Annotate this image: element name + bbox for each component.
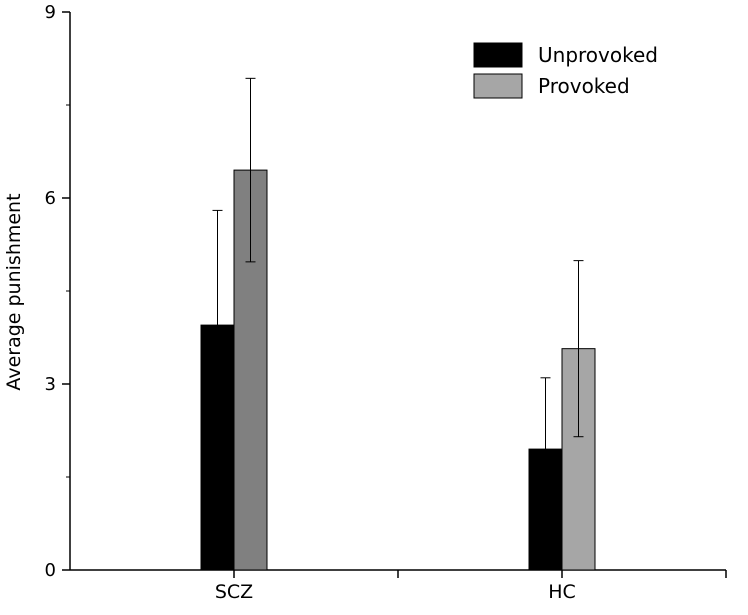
y-tick-label: 9	[45, 2, 56, 23]
legend-label-provoked: Provoked	[538, 74, 630, 98]
x-ticks: SCZ HC	[215, 570, 727, 603]
y-tick-label: 3	[45, 374, 56, 395]
x-tick-label: SCZ	[215, 581, 253, 603]
bar-unprovoked-scz	[200, 324, 235, 571]
legend-swatch-provoked	[473, 73, 523, 99]
legend-label-unprovoked: Unprovoked	[538, 43, 658, 67]
legend-swatch-unprovoked	[473, 42, 523, 68]
y-ticks: 0 3 6 9	[45, 2, 70, 581]
bar-unprovoked-hc	[528, 448, 563, 571]
y-tick-label: 0	[45, 560, 56, 581]
error-bars	[212, 77, 584, 450]
y-tick-label: 6	[45, 188, 56, 209]
bar-provoked-hc	[561, 348, 596, 571]
y-axis-label: Average punishment	[3, 193, 25, 390]
bar-provoked-scz	[233, 169, 268, 571]
legend: Unprovoked Provoked	[473, 42, 658, 99]
bars	[200, 169, 596, 571]
x-tick-label: HC	[548, 581, 576, 603]
